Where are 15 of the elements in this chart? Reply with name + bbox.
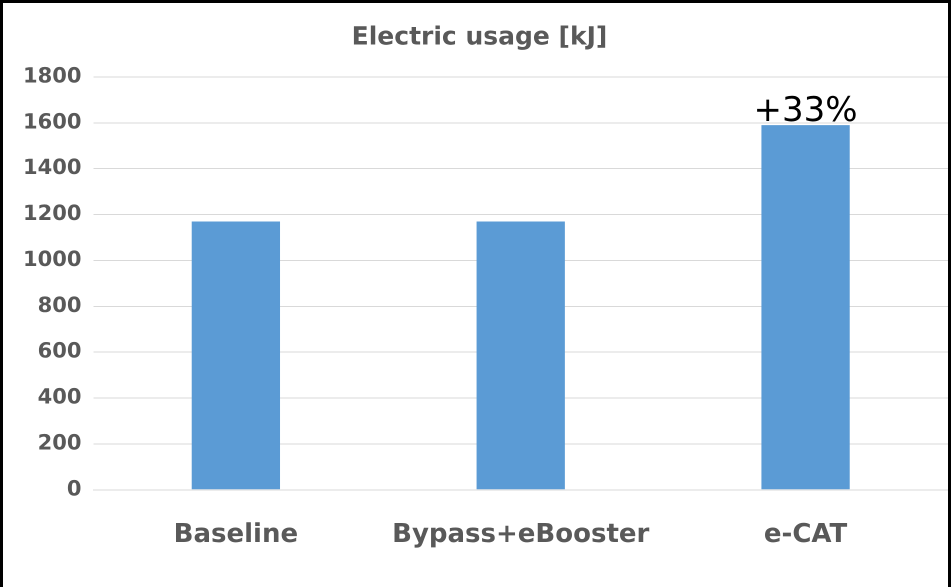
y-tick-label: 1000 <box>22 246 82 271</box>
y-tick-label: 1800 <box>22 63 82 88</box>
x-tick-label: Baseline <box>174 519 298 550</box>
y-tick-label: 1600 <box>22 109 82 134</box>
y-tick-label: 200 <box>38 430 82 454</box>
y-tick-label: 600 <box>38 338 82 363</box>
chart-title: Electric usage [kJ] <box>352 22 608 50</box>
x-tick-label: e-CAT <box>764 519 848 550</box>
y-tick-label: 800 <box>38 292 82 317</box>
y-tick-label: 1200 <box>22 201 82 226</box>
y-tick-label: 400 <box>38 384 82 409</box>
x-tick-label: Bypass+eBooster <box>392 519 650 550</box>
annotation: +33% <box>754 90 858 130</box>
y-tick-label: 1400 <box>22 155 82 180</box>
y-tick-label: 0 <box>66 476 82 500</box>
